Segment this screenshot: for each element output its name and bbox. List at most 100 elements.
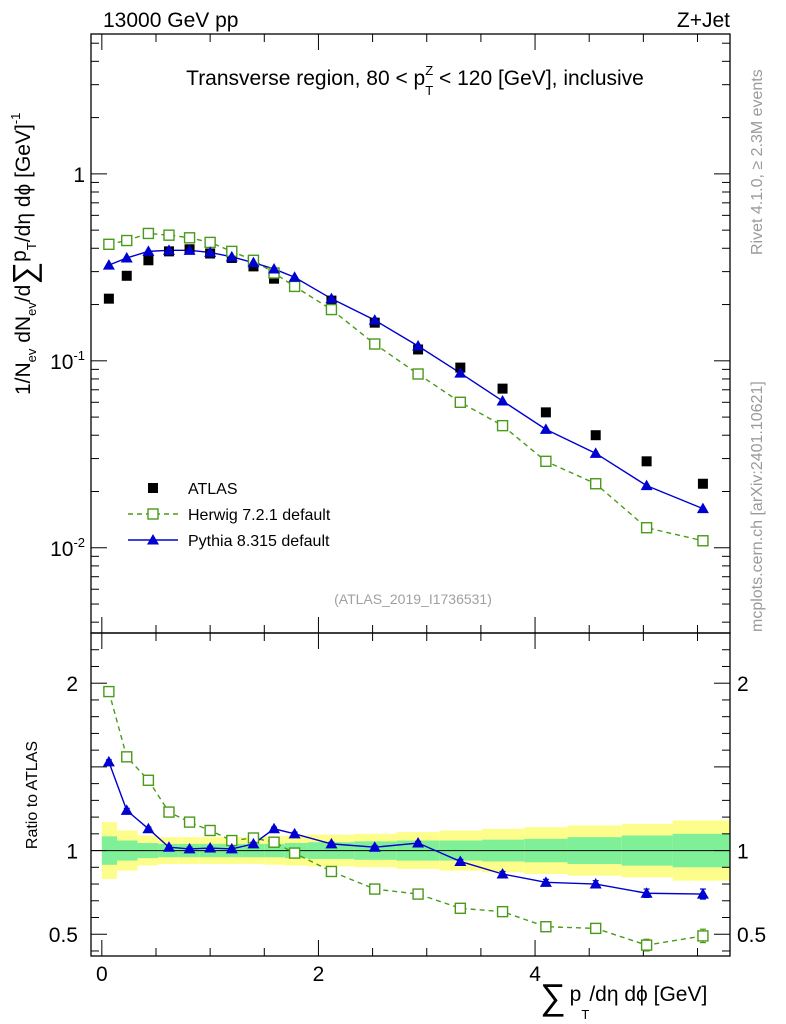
main-y-axis-label: 1/Nev dNev/d∑pT/dη dϕ [GeV]-1 [6, 113, 42, 395]
herwig-main-marker [163, 229, 175, 241]
plot-title: Transverse region, 80 < pTZ < 120 [GeV],… [186, 63, 644, 98]
main-y-tick-label: 10-1 [50, 348, 85, 374]
herwig-ratio-marker [204, 824, 216, 837]
pythia-main-marker [696, 502, 709, 514]
atlas-main-marker [121, 270, 132, 281]
herwig-ratio-marker [183, 816, 196, 828]
ratio-plot-frame [90, 632, 731, 957]
pythia-ratio-marker [142, 822, 155, 834]
herwig-main-marker [183, 232, 196, 244]
pythia-main-marker [102, 259, 115, 270]
atlas-main-marker [143, 255, 154, 266]
mcplots-note: mcplots.cern.ch [arXiv:2401.10621] [749, 381, 766, 632]
herwig-ratio-marker [454, 902, 467, 915]
xlabel-sum-symbol: ∑ [540, 976, 566, 1017]
xlabel-sub-t: T [581, 1007, 589, 1022]
ylabel-sum-symbol: ∑ [6, 262, 42, 285]
pythia-ratio-marker [268, 822, 281, 834]
tick-base: 10 [50, 351, 73, 374]
pythia-main-marker [183, 244, 196, 255]
pythia-ratio-marker [288, 827, 301, 839]
axis-ticks: 0 2 410-210-110.5 0.51 12 2 [49, 34, 766, 986]
tick-base: 1 [73, 164, 85, 187]
pythia-main-marker [162, 244, 175, 255]
atlas-main-marker [540, 407, 551, 418]
herwig-main-marker [325, 303, 338, 316]
herwig-main-marker [121, 234, 133, 247]
herwig-main-marker [454, 396, 467, 408]
pythia-main-marker [325, 292, 338, 304]
herwig-ratio-marker [142, 774, 155, 786]
pythia-main-marker [225, 250, 238, 262]
pythia-ratio-marker [162, 841, 175, 852]
ylabel-part-d: /dη dϕ [GeV] [12, 124, 35, 242]
ylabel-sub-t: T [24, 242, 39, 250]
pythia-ratio-marker [539, 876, 552, 887]
pythia-ratio-marker [368, 841, 381, 852]
atlas-main-marker [641, 456, 652, 467]
pythia-ratio-marker [120, 804, 133, 815]
herwig-ratio-marker [121, 751, 133, 763]
x-axis-label: ∑ pT/dη dϕ [GeV] [540, 976, 707, 1022]
pythia-ratio-marker [589, 878, 602, 889]
series-markers [102, 227, 709, 952]
xlabel-p: p [570, 983, 582, 1006]
herwig-ratio-marker [590, 922, 602, 935]
herwig-main-marker [288, 280, 301, 293]
ylabel-sup: -1 [8, 113, 23, 125]
herwig-ratio-marker [325, 865, 338, 878]
herwig-ratio-marker [412, 888, 424, 900]
herwig-main-marker [496, 419, 509, 432]
herwig-main-marker [103, 238, 115, 251]
tick-exponent: -2 [73, 535, 85, 550]
ylabel-part-a: 1/N [12, 362, 35, 395]
herwig-main-marker [204, 236, 216, 249]
herwig-ratio-marker [268, 836, 280, 848]
herwig-ratio-marker [369, 883, 381, 895]
pythia-ratio-marker [102, 755, 115, 767]
atlas-main-marker [497, 383, 508, 394]
pythia-main-marker [142, 245, 155, 256]
herwig-main-marker [590, 478, 602, 490]
title-sub: T [425, 83, 433, 98]
ratio-y-tick-label-right: 2 [737, 673, 749, 696]
herwig-ratio-marker [163, 806, 175, 818]
ratio-y-tick-label-right: 1 [737, 841, 749, 864]
herwig-ratio-marker [288, 847, 301, 859]
pythia-main-marker [589, 447, 602, 458]
main-y-tick-label: 1 [73, 164, 85, 187]
herwig-main-marker [412, 368, 424, 380]
legend-marker-pythia [147, 534, 159, 545]
ratio-y-tick-label-left: 0.5 [49, 924, 78, 947]
header-process-label: Z+Jet [677, 9, 730, 32]
herwig-main-marker [142, 227, 155, 240]
rivet-version-note: Rivet 4.1.0, ≥ 2.3M events [749, 69, 766, 255]
xlabel-rest: /dη dϕ [GeV] [589, 983, 707, 1006]
herwig-main-marker [369, 338, 381, 350]
atlas-main-marker [590, 430, 601, 441]
legend-label-atlas: ATLAS [188, 481, 238, 498]
header-energy-label: 13000 GeV pp [103, 9, 238, 32]
pythia-main-marker [539, 423, 552, 434]
herwig-ratio-marker [496, 905, 509, 918]
herwig-main-marker [697, 535, 709, 547]
legend-marker-atlas [148, 483, 158, 493]
analysis-tag: (ATLAS_2019_I1736531) [334, 591, 492, 607]
pythia-ratio-marker [496, 867, 509, 879]
ylabel-sub-a: ev [24, 348, 39, 362]
pythia-main-marker [288, 271, 301, 282]
legend: ATLAS Herwig 7.2.1 default Pythia 8.315 de… [128, 481, 331, 550]
ratio-y-tick-label-right: 0.5 [737, 924, 766, 947]
pythia-ratio-marker [454, 855, 467, 866]
main-y-tick-label: 10-2 [50, 535, 85, 561]
pythia-ratio-marker [325, 837, 338, 849]
pythia-main-marker [368, 314, 381, 325]
pythia-ratio-marker [225, 842, 238, 854]
pythia-main-marker [120, 251, 133, 263]
title-sup: Z [425, 63, 433, 78]
legend-marker-herwig [147, 508, 159, 520]
ylabel-p: p [8, 250, 31, 262]
ratio-y-axis-label: Ratio to ATLAS [24, 741, 41, 849]
herwig-ratio-marker [540, 921, 552, 933]
